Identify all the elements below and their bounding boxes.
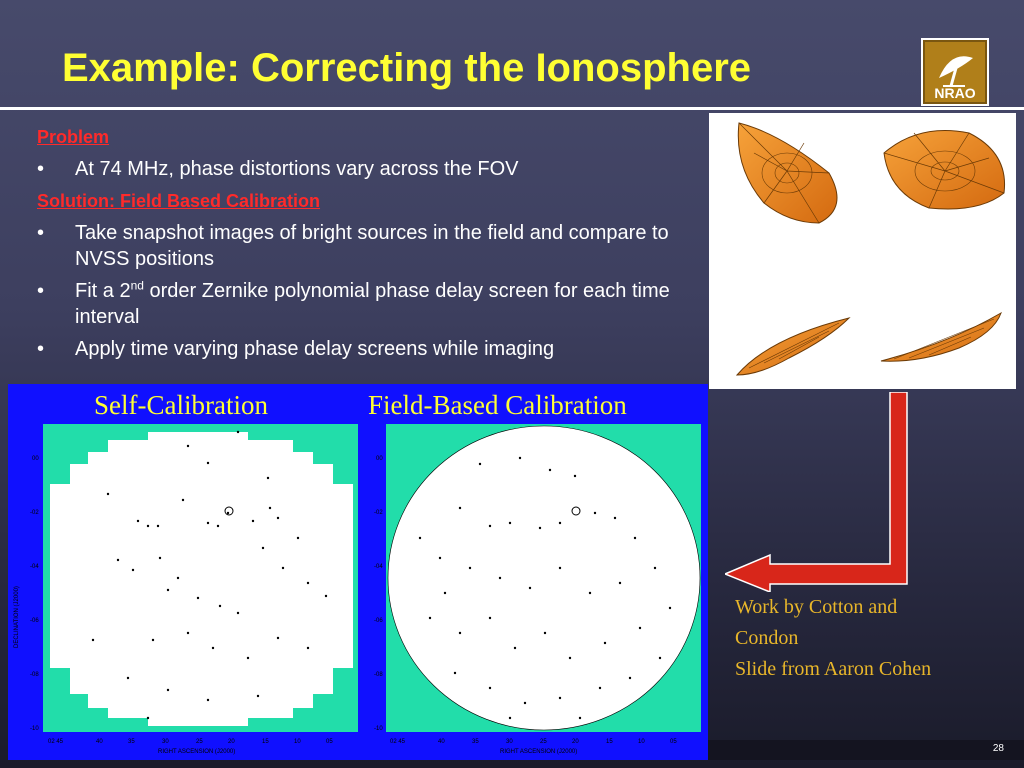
- title-divider: [0, 107, 1024, 110]
- bullet-marker: •: [37, 222, 45, 244]
- phase-screen-surfaces: [735, 122, 1006, 376]
- bullet-marker: •: [37, 338, 45, 360]
- svg-text:-10: -10: [30, 726, 39, 732]
- bullet-text: At 74 MHz, phase distortions vary across…: [75, 158, 519, 180]
- svg-text:40: 40: [96, 739, 103, 745]
- svg-text:00: 00: [376, 456, 383, 462]
- svg-text:35: 35: [472, 739, 479, 745]
- phase-surface-1: [737, 122, 838, 224]
- svg-text:30: 30: [506, 739, 513, 745]
- x-axis-label: RIGHT ASCENSION (J2000): [500, 749, 577, 755]
- svg-text:25: 25: [540, 739, 547, 745]
- svg-text:-10: -10: [374, 726, 383, 732]
- solution-heading: Solution: Field Based Calibration: [37, 191, 321, 211]
- svg-text:-04: -04: [30, 564, 39, 570]
- svg-text:-08: -08: [30, 672, 39, 678]
- phase-surface-3: [735, 317, 851, 376]
- y-axis-ticks: 00 -02 -04 -06 -08 -10: [30, 456, 39, 732]
- bullet-marker: •: [37, 158, 45, 180]
- y-axis-label: DECLINATION (J2000): [14, 586, 20, 648]
- svg-text:10: 10: [294, 739, 301, 745]
- image-field: [50, 432, 353, 726]
- calibration-comparison-panel: Self-Calibration Field-Based Calibration…: [8, 384, 708, 760]
- self-calibration-image: 00 -02 -04 -06 -08 -10 DECLINATION (J200…: [14, 424, 358, 755]
- y-axis-ticks: 00 -02 -04 -06 -08 -10: [374, 456, 383, 732]
- phase-surface-4: [880, 311, 1002, 362]
- svg-text:05: 05: [670, 739, 677, 745]
- attribution-line: Work by Cotton and: [735, 596, 898, 618]
- field-based-calibration-label: Field-Based Calibration: [368, 390, 627, 420]
- svg-text:NRAO: NRAO: [934, 85, 975, 101]
- solution-bullet: • Fit a 2nd order Zernike polynomial pha…: [37, 278, 687, 330]
- problem-bullet: • At 74 MHz, phase distortions vary acro…: [37, 156, 687, 182]
- solution-bullet: • Take snapshot images of bright sources…: [37, 220, 687, 272]
- slide-title: Example: Correcting the Ionosphere: [62, 46, 752, 90]
- phase-screen-figure: [709, 113, 1016, 389]
- svg-text:40: 40: [438, 739, 445, 745]
- svg-text:15: 15: [262, 739, 269, 745]
- svg-text:10: 10: [638, 739, 645, 745]
- problem-heading: Problem: [37, 127, 110, 147]
- attribution: Work by Cotton and Condon Slide from Aar…: [735, 592, 1005, 685]
- svg-text:-06: -06: [374, 618, 383, 624]
- radio-sources: [418, 456, 672, 720]
- self-calibration-label: Self-Calibration: [94, 390, 268, 420]
- bullet-text: Apply time varying phase delay screens w…: [75, 338, 555, 360]
- page-number: 28: [992, 743, 1004, 754]
- svg-text:30: 30: [162, 739, 169, 745]
- svg-text:-04: -04: [374, 564, 383, 570]
- target-source-marker: [224, 506, 234, 516]
- attribution-line: Slide from Aaron Cohen: [735, 658, 932, 680]
- svg-text:35: 35: [128, 739, 135, 745]
- svg-text:-02: -02: [30, 510, 39, 516]
- svg-text:02 45: 02 45: [48, 739, 64, 745]
- svg-text:00: 00: [32, 456, 39, 462]
- slide-body: Problem • At 74 MHz, phase distortions v…: [37, 124, 687, 368]
- ordinal-superscript: nd: [130, 278, 144, 293]
- svg-text:-08: -08: [374, 672, 383, 678]
- bullet-text: Fit a 2nd order Zernike polynomial phase…: [75, 278, 670, 328]
- svg-text:02 45: 02 45: [390, 739, 406, 745]
- bullet-text-post: order Zernike polynomial phase delay scr…: [75, 280, 670, 328]
- nrao-logo: NRAO: [921, 38, 989, 106]
- x-axis-ticks: 02 45 40 35 30 25 20 15 10 05: [390, 739, 677, 745]
- svg-text:25: 25: [196, 739, 203, 745]
- red-arrow: [725, 392, 908, 592]
- x-axis-ticks: 02 45 40 35 30 25 20 15 10 05: [48, 739, 333, 745]
- svg-text:15: 15: [606, 739, 613, 745]
- nrao-logo-graphic: NRAO: [923, 40, 987, 104]
- solution-bullet: • Apply time varying phase delay screens…: [37, 336, 687, 362]
- bullet-text: Take snapshot images of bright sources i…: [75, 222, 669, 270]
- attribution-line: Condon: [735, 627, 799, 649]
- bullet-marker: •: [37, 280, 45, 302]
- svg-text:20: 20: [228, 739, 235, 745]
- svg-text:05: 05: [326, 739, 333, 745]
- svg-text:-06: -06: [30, 618, 39, 624]
- x-axis-label: RIGHT ASCENSION (J2000): [158, 749, 235, 755]
- phase-surface-2: [883, 130, 1006, 210]
- target-source-marker: [571, 506, 581, 516]
- image-field: [387, 425, 701, 731]
- svg-text:20: 20: [572, 739, 579, 745]
- footer-bar: [708, 740, 1024, 760]
- radio-sources: [91, 430, 328, 720]
- bullet-text-pre: Fit a 2: [75, 280, 131, 302]
- svg-text:-02: -02: [374, 510, 383, 516]
- field-based-calibration-image: 00 -02 -04 -06 -08 -10 02 45 40 35 30 25 20…: [374, 424, 701, 755]
